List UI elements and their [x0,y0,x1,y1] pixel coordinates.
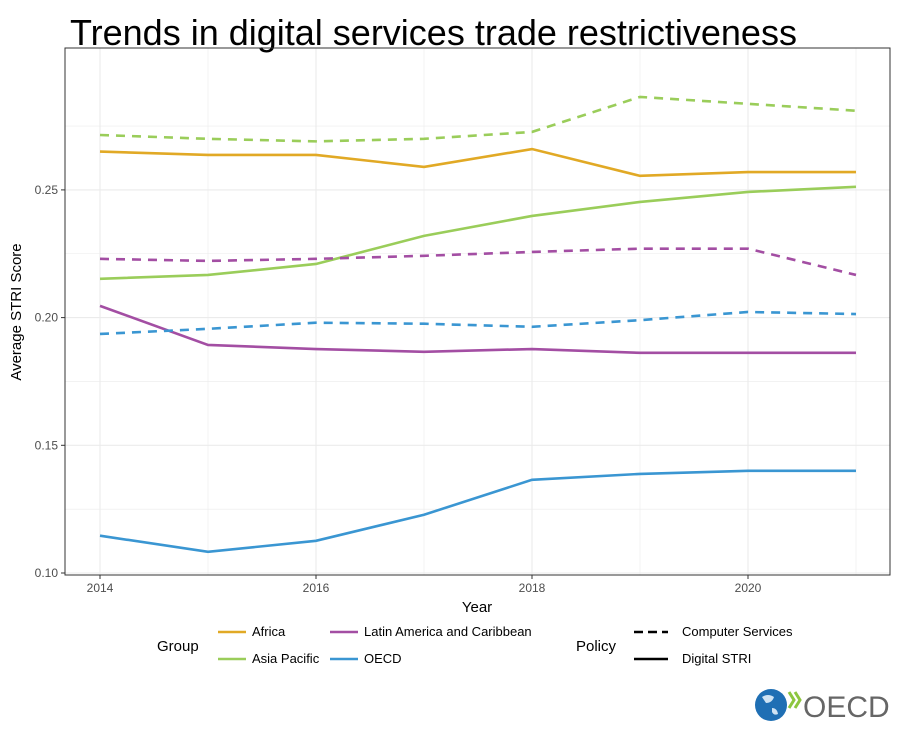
panel-border [64,47,891,576]
series-line-oecd-digital-stri [99,469,856,554]
legend-group-title: Group [157,638,199,655]
x-tick-label: 2020 [735,581,762,595]
series-line-latin-america-and-caribbean-digital-stri [99,304,856,355]
series-line-asia-pacific-computer-services [99,95,857,143]
y-tick-label: 0.10 [35,566,59,580]
series-line-africa-digital-stri [99,147,856,178]
logo-text: OECD [803,691,890,724]
x-tick-label: 2018 [519,581,546,595]
legend-label: Latin America and Caribbean [364,624,532,639]
series-line-asia-pacific-digital-stri [99,185,857,281]
legend-policy-title: Policy [576,638,617,655]
legend-label: Asia Pacific [252,651,320,666]
y-tick-label: 0.20 [35,311,59,325]
x-tick-label: 2016 [303,581,330,595]
y-tick-label: 0.25 [35,183,59,197]
globe-land [762,695,778,715]
chart-title: Trends in digital services trade restric… [70,12,797,53]
series-line-oecd-computer-services [99,310,857,336]
x-tick-label: 2014 [87,581,114,595]
globe-icon [755,689,787,721]
legend-label: Digital STRI [682,651,751,666]
legend-label: Computer Services [682,624,793,639]
series-line-latin-america-and-caribbean-computer-services [99,247,857,277]
legend-label: Africa [252,624,286,639]
x-axis-label: Year [462,599,492,616]
legend-label: OECD [364,651,402,666]
chevron-icon [787,691,802,709]
y-axis-label: Average STRI Score [8,243,25,380]
y-tick-label: 0.15 [35,438,59,452]
